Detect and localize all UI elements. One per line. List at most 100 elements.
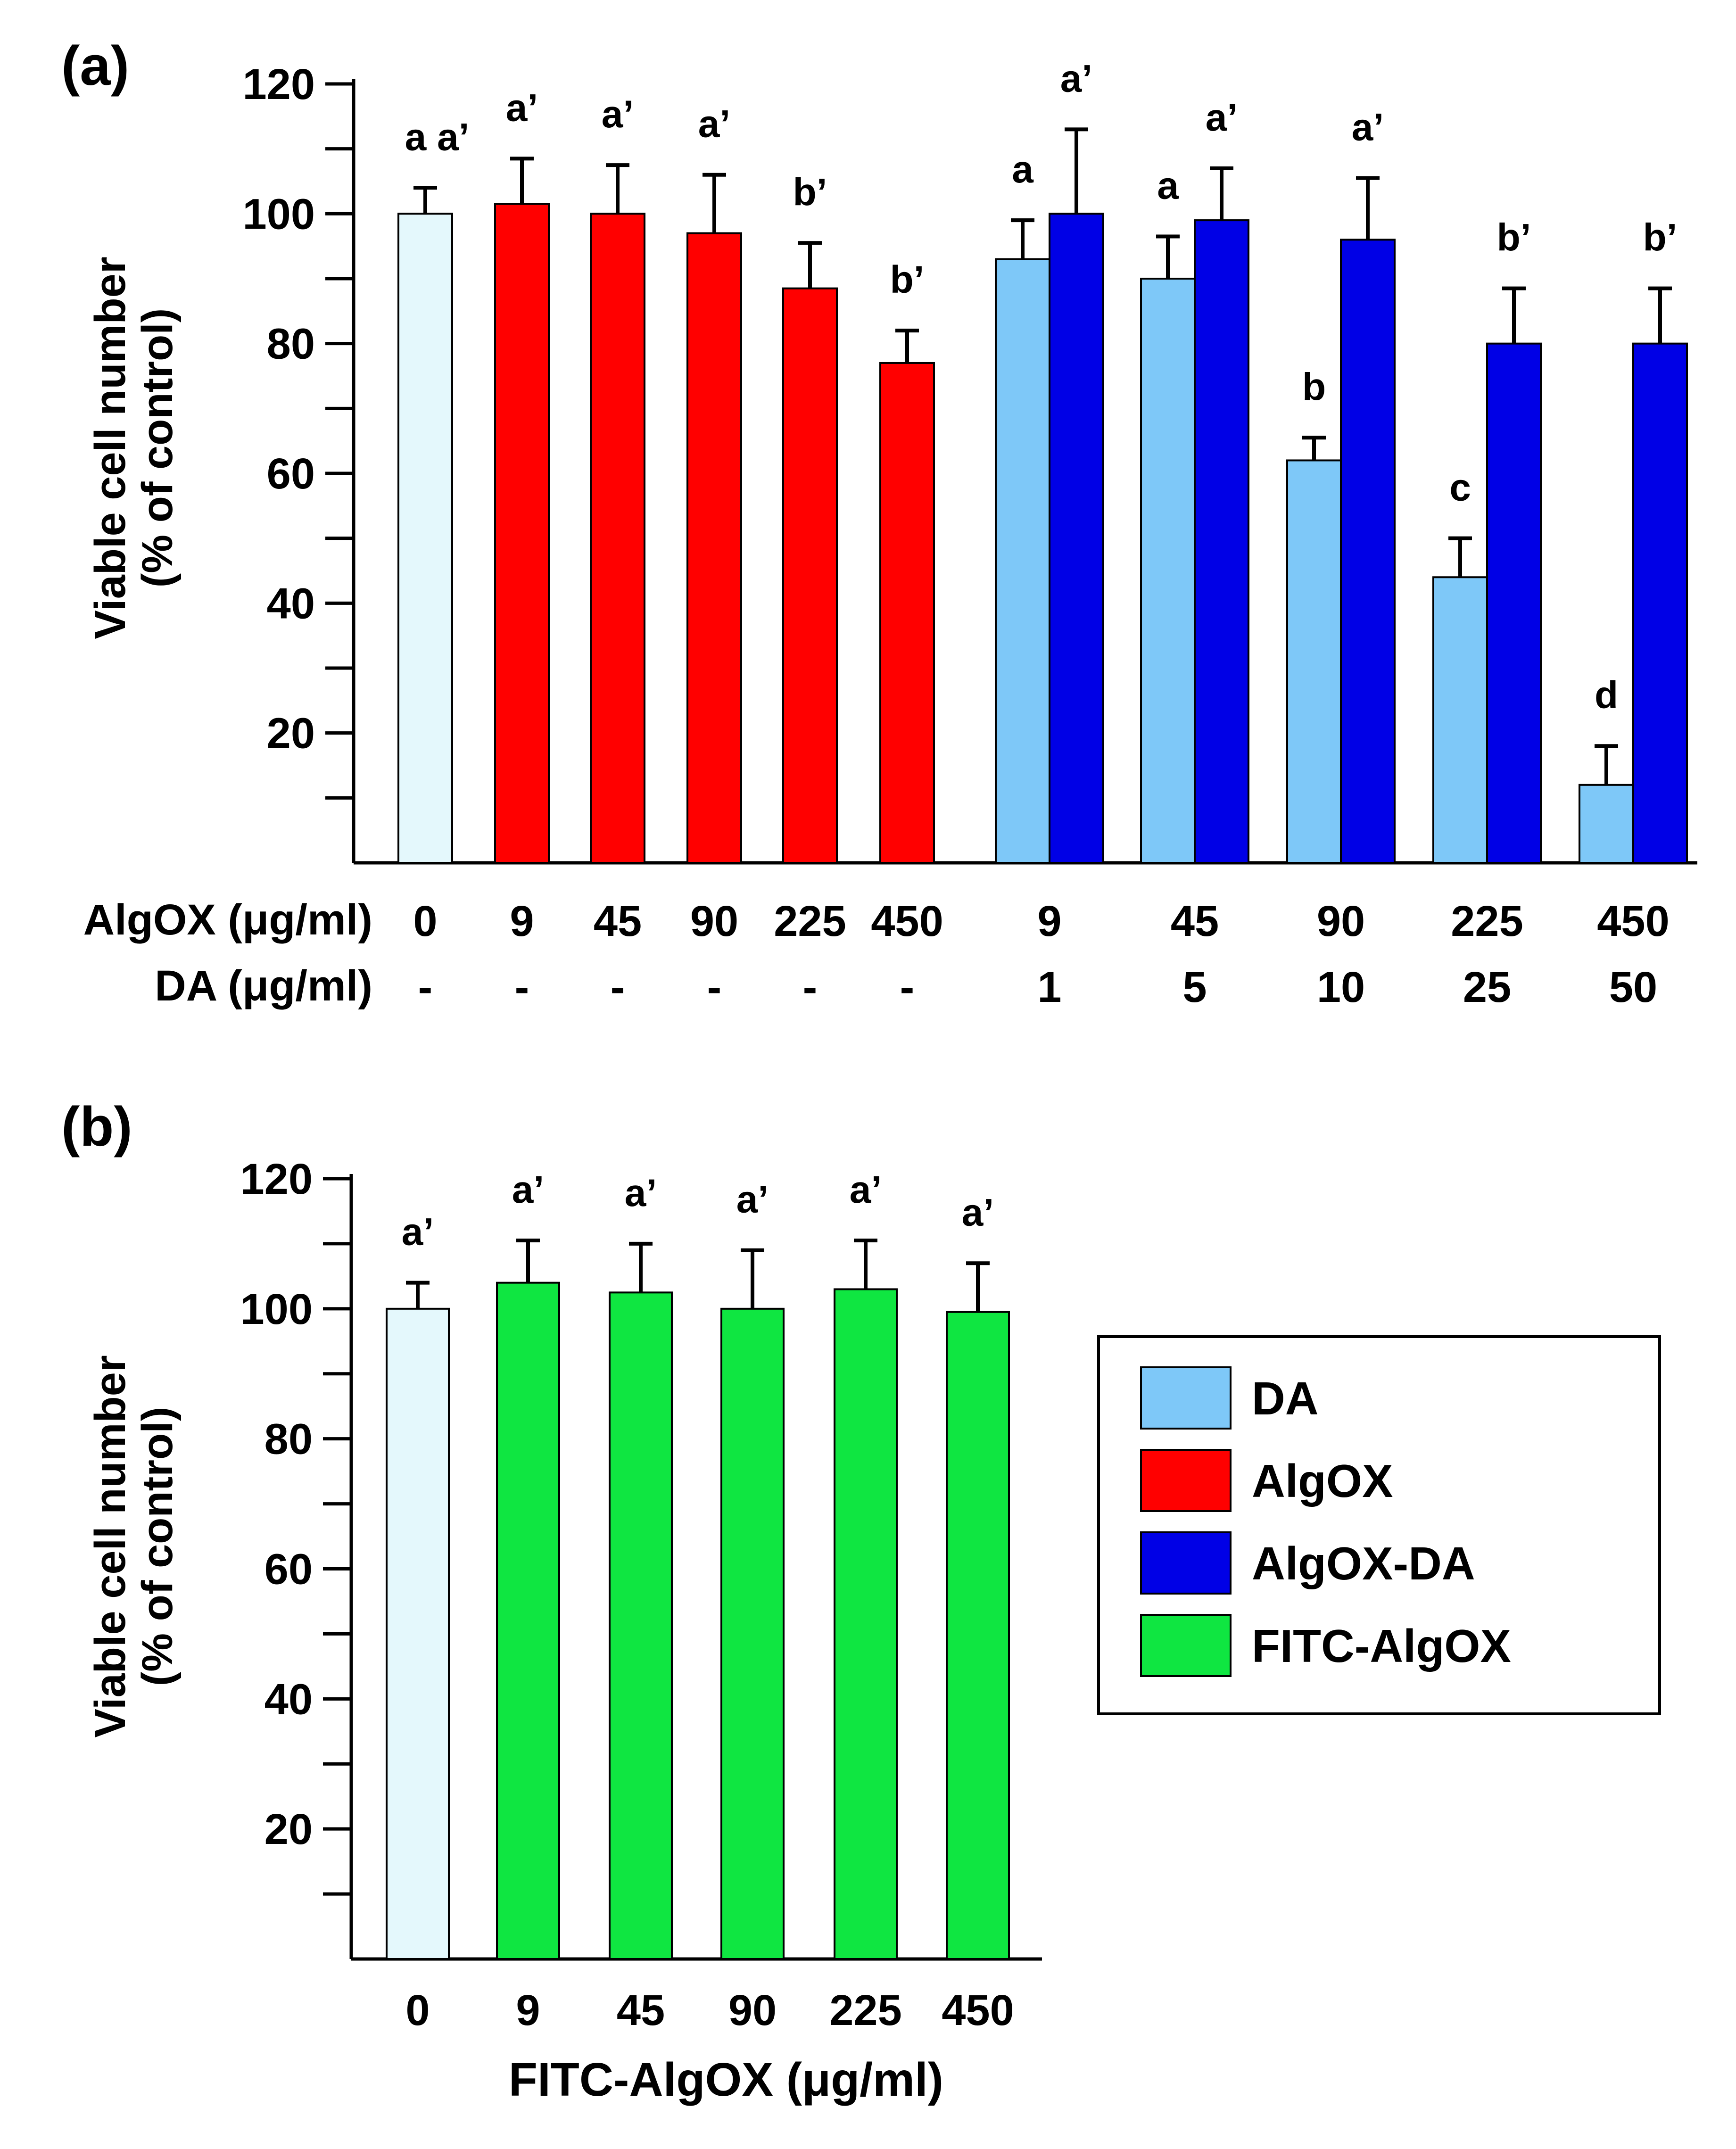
significance-label: b — [1302, 365, 1326, 408]
bar — [946, 1311, 1010, 1960]
bar — [1049, 213, 1104, 864]
algox-dose-label: 225 — [1451, 897, 1523, 945]
da-dose-label: 1 — [1037, 963, 1061, 1011]
significance-label: a’ — [506, 86, 538, 129]
bar — [1140, 278, 1196, 864]
algox-dose-label: 90 — [1317, 897, 1365, 945]
significance-label: c — [1449, 466, 1471, 509]
significance-label: a’ — [1206, 96, 1238, 139]
significance-label: a’ — [402, 1211, 434, 1254]
x-tick-label: 90 — [728, 1986, 777, 2034]
algox-dose-label: 9 — [1037, 897, 1061, 945]
significance-label: b’ — [793, 171, 827, 214]
panel-b-plot: 20 40 60 80 100 120 a’ 0 a’ 9 a’ 45 a’ 90 a’ 225 a’ 450 — [240, 1155, 1042, 2034]
da-dose-label: - — [803, 963, 818, 1011]
bar — [1340, 239, 1396, 864]
significance-label: a — [1012, 148, 1034, 191]
da-dose-label: 5 — [1182, 963, 1207, 1011]
da-dose-label: - — [900, 963, 915, 1011]
da-dose-label: 10 — [1317, 963, 1365, 1011]
da-dose-label: - — [611, 963, 625, 1011]
significance-label: a a’ — [405, 116, 470, 158]
legend-swatch — [1140, 1449, 1232, 1512]
bar — [397, 213, 453, 864]
panel-a: (a) Viable cell number (% of control) 20… — [61, 35, 1697, 1011]
y-axis-title-line1: Viable cell number — [86, 256, 134, 639]
panel-a-label: (a) — [61, 35, 129, 97]
bar — [879, 362, 935, 864]
significance-label: a’ — [1352, 106, 1384, 149]
x-tick-label: 9 — [516, 1986, 540, 2034]
algox-dose-label: 90 — [690, 897, 738, 945]
y-tick-label: 20 — [267, 710, 315, 758]
significance-label: b’ — [1643, 216, 1678, 259]
x-tick-label: 45 — [617, 1986, 665, 2034]
bar — [590, 213, 645, 864]
y-tick-label: 60 — [267, 450, 315, 498]
algox-dose-label: 225 — [774, 897, 846, 945]
algox-dose-label: 9 — [510, 897, 534, 945]
significance-label: a — [1157, 165, 1179, 207]
bar — [1579, 784, 1634, 864]
y-tick-label: 40 — [265, 1675, 313, 1723]
bar — [1194, 219, 1249, 864]
significance-label: b’ — [890, 258, 925, 301]
algox-dose-label: 450 — [871, 897, 943, 945]
da-dose-label: - — [418, 963, 433, 1011]
algox-dose-label: 45 — [1171, 897, 1219, 945]
y-tick-label: 80 — [267, 320, 315, 368]
legend-label: AlgOX — [1252, 1455, 1393, 1507]
significance-label: a’ — [698, 103, 730, 146]
algox-dose-label: 450 — [1597, 897, 1670, 945]
x-tick-label: 225 — [829, 1986, 902, 2034]
x-tick-label: 450 — [942, 1986, 1014, 2034]
legend-swatch — [1140, 1614, 1232, 1677]
bar — [1432, 576, 1488, 864]
da-dose-label: 50 — [1609, 963, 1657, 1011]
legend-swatch — [1140, 1531, 1232, 1595]
bar — [686, 232, 742, 864]
significance-label: a’ — [602, 93, 634, 136]
da-dose-label: - — [515, 963, 529, 1011]
y-tick-label: 100 — [240, 1285, 313, 1333]
bar — [496, 1281, 560, 1960]
da-dose-label: - — [707, 963, 722, 1011]
bar — [1486, 342, 1542, 864]
algox-dose-label: 45 — [594, 897, 642, 945]
significance-label: a’ — [736, 1178, 769, 1221]
y-axis-title-line2: (% of control) — [133, 1407, 182, 1686]
panel-a-y-axis-title: Viable cell number (% of control) — [86, 256, 182, 639]
significance-label: a’ — [962, 1191, 994, 1234]
da-dose-label: 25 — [1463, 963, 1511, 1011]
significance-label: a’ — [1060, 57, 1092, 100]
panel-b-y-axis-title: Viable cell number (% of control) — [86, 1355, 182, 1737]
legend-label: FITC-AlgOX — [1252, 1620, 1511, 1672]
panel-a-plot: 20 40 60 80 100 120 a a’ 0 - a’ 9 - a’ 45 - a’ 90 - b’ 225 -… — [243, 57, 1697, 1011]
legend-label: AlgOX-DA — [1252, 1537, 1475, 1589]
bar — [720, 1307, 785, 1960]
x-tick-label: 0 — [405, 1986, 430, 2034]
bar — [834, 1288, 898, 1960]
significance-label: a’ — [850, 1168, 882, 1211]
significance-label: a’ — [625, 1172, 657, 1215]
y-tick-label: 120 — [243, 60, 315, 108]
panel-b-label: (b) — [61, 1096, 132, 1158]
da-row-label: DA (μg/ml) — [155, 962, 372, 1010]
y-tick-label: 120 — [240, 1155, 313, 1203]
bar — [1632, 342, 1688, 864]
bar — [995, 258, 1050, 864]
x-axis-title: FITC-AlgOX (μg/ml) — [509, 2053, 943, 2106]
y-tick-label: 80 — [265, 1415, 313, 1463]
panel-b: (b) Viable cell number (% of control) 20… — [61, 1096, 1042, 2106]
bar — [386, 1307, 450, 1960]
legend: DA AlgOX AlgOX-DA FITC-AlgOX — [1097, 1335, 1661, 1715]
y-axis-title-line2: (% of control) — [133, 308, 182, 588]
y-axis-title-line1: Viable cell number — [86, 1355, 134, 1737]
y-tick-label: 60 — [265, 1546, 313, 1594]
y-tick-label: 100 — [243, 190, 315, 238]
significance-label: a’ — [512, 1168, 544, 1211]
y-tick-label: 20 — [265, 1805, 313, 1853]
bar — [609, 1291, 673, 1960]
bar — [782, 287, 838, 864]
